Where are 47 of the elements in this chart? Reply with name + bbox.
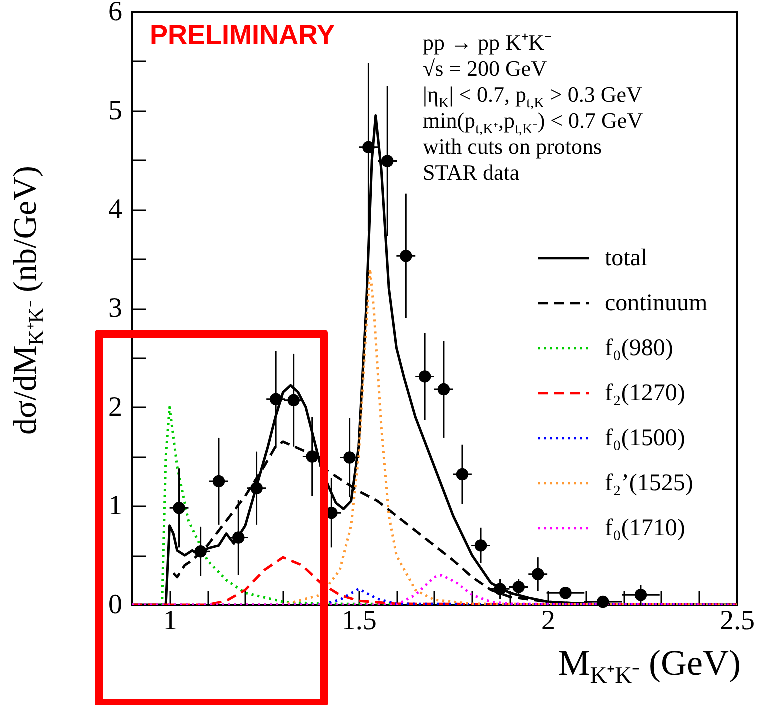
point: [250, 482, 263, 494]
point: [194, 546, 207, 558]
legend-label: f₀(980): [605, 335, 674, 362]
x-tick-label: 1.5: [342, 606, 377, 636]
x-tick-label: 1: [163, 606, 178, 636]
legend-label: f₀(1500): [605, 425, 686, 452]
point: [173, 502, 186, 514]
point: [512, 581, 525, 594]
point: [474, 540, 488, 552]
point: [418, 370, 432, 383]
x-axis-title: M$_{K⁺K⁻}$ (GeV): [558, 643, 741, 690]
y-tick-label: 0: [108, 590, 122, 620]
point: [438, 383, 450, 396]
legend-label: total: [605, 245, 648, 272]
y-tick-label: 5: [108, 95, 122, 126]
point: [362, 141, 375, 154]
x-tick-label: 2: [541, 606, 556, 636]
point: [381, 155, 394, 168]
point: [597, 596, 610, 608]
y-tick-label: 3: [108, 293, 122, 324]
y-tick-label: 1: [108, 490, 122, 522]
point: [288, 394, 300, 407]
legend-label: f₂’(1525): [605, 470, 694, 496]
y-tick-label: 4: [108, 194, 122, 226]
legend-label: f₂(1270): [605, 380, 686, 406]
annotation: PRELIMINARY: [150, 20, 336, 50]
annotation: √s = 200 GeV: [423, 56, 548, 81]
y-tick-label: 2: [108, 392, 122, 423]
point: [212, 475, 226, 488]
point: [306, 450, 318, 463]
line-series: [132, 574, 737, 605]
point: [232, 532, 245, 544]
point: [400, 250, 412, 262]
point: [634, 589, 648, 602]
annotation: pp → pp K⁺K⁻: [423, 30, 552, 55]
legend-label: continuum: [605, 290, 708, 316]
annotation: STAR data: [423, 160, 520, 185]
y-tick-label: 6: [108, 0, 122, 28]
point: [456, 468, 469, 481]
point: [532, 568, 544, 580]
point: [494, 583, 506, 596]
line-series: [132, 556, 737, 605]
point: [344, 452, 356, 464]
legend-label: f₀(1710): [605, 515, 686, 542]
point: [560, 587, 572, 600]
point: [270, 393, 282, 406]
x-tick-label: 2.5: [720, 606, 755, 636]
